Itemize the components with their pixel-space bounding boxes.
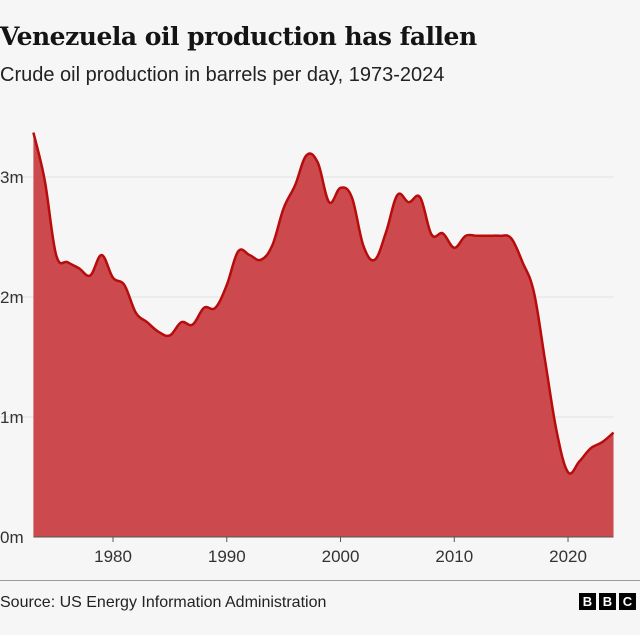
x-axis-ticks: 1980 1990 2000 2010 2020	[94, 537, 587, 566]
data-point-1976	[66, 260, 70, 264]
data-point-1988	[202, 306, 206, 310]
y-tick-label: 3m	[0, 168, 24, 187]
data-point-2004	[384, 230, 388, 234]
x-tick-label: 2010	[435, 547, 473, 566]
data-point-2013	[486, 234, 490, 238]
footer-divider	[0, 580, 640, 581]
data-point-1979	[100, 253, 104, 257]
y-tick-label: 2m	[0, 288, 24, 307]
data-point-2018	[543, 360, 547, 364]
data-point-1987	[191, 323, 195, 327]
data-point-2019	[555, 429, 559, 433]
chart-subtitle: Crude oil production in barrels per day,…	[0, 64, 445, 86]
y-axis-ticks: 0m 1m 2m 3m	[0, 168, 24, 547]
y-tick-label: 0m	[0, 528, 24, 547]
data-point-1986	[179, 320, 183, 324]
data-point-1999	[327, 200, 331, 204]
x-tick-label: 2000	[322, 547, 360, 566]
data-point-2003	[373, 258, 377, 262]
data-point-1974	[43, 179, 47, 183]
data-point-2023	[600, 440, 604, 444]
data-point-1981	[122, 283, 126, 287]
data-point-2007	[418, 195, 422, 199]
source-note: Source: US Energy Information Administra…	[0, 594, 327, 611]
data-point-1982	[134, 311, 138, 315]
data-point-2009	[441, 231, 445, 235]
production-area	[33, 132, 614, 537]
data-point-2017	[532, 290, 536, 294]
data-point-1990	[225, 283, 229, 287]
data-point-2012	[475, 234, 479, 238]
data-point-1997	[304, 153, 308, 157]
data-point-1993	[259, 258, 263, 262]
data-point-2014	[498, 234, 502, 238]
data-point-1977	[77, 266, 81, 270]
y-tick-label: 1m	[0, 408, 24, 427]
data-point-2008	[430, 233, 434, 237]
data-point-2006	[407, 200, 411, 204]
data-point-1973	[31, 131, 35, 135]
data-point-2000	[339, 186, 343, 190]
data-point-1995	[282, 206, 286, 210]
data-point-1978	[88, 273, 92, 277]
area-chart: 0m 1m 2m 3m 1980 1990 2000 2010 2020	[0, 131, 616, 566]
data-point-1980	[111, 276, 115, 280]
data-point-1992	[248, 253, 252, 257]
data-point-1975	[54, 253, 58, 257]
data-point-1991	[236, 249, 240, 253]
data-point-2001	[350, 195, 354, 199]
x-tick-label: 1980	[94, 547, 132, 566]
data-point-1996	[293, 183, 297, 187]
data-point-2020	[566, 470, 570, 474]
data-point-1994	[270, 243, 274, 247]
data-point-2016	[521, 260, 525, 264]
data-point-2005	[395, 193, 399, 197]
data-point-2002	[361, 243, 365, 247]
data-point-1998	[316, 161, 320, 165]
x-tick-label: 2020	[549, 547, 587, 566]
data-point-1985	[168, 333, 172, 337]
chart-title: Venezuela oil production has fallen	[0, 22, 477, 51]
production-line	[32, 132, 615, 475]
data-point-2021	[577, 459, 581, 463]
data-point-2010	[452, 246, 456, 250]
data-point-1989	[213, 306, 217, 310]
data-point-1984	[157, 330, 161, 334]
data-point-2024	[612, 431, 616, 435]
data-point-1983	[145, 320, 149, 324]
data-point-2022	[589, 446, 593, 450]
data-point-2011	[464, 234, 468, 238]
x-tick-label: 1990	[208, 547, 246, 566]
data-point-2015	[509, 236, 513, 240]
